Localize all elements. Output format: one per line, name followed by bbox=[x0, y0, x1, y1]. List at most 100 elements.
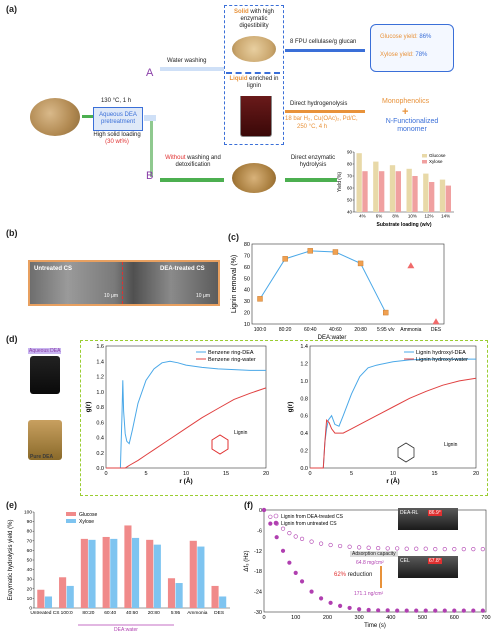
data-point bbox=[452, 546, 457, 552]
inset-dea-rl-label: DEA-RL bbox=[400, 510, 419, 516]
data-point bbox=[338, 603, 343, 608]
data-point bbox=[442, 546, 447, 552]
hydro-conditions-2: 250 °C, 4 h bbox=[297, 124, 328, 130]
liquid-desc: Liquid enriched in lignin bbox=[226, 76, 282, 90]
liquid-beaker-icon bbox=[240, 96, 272, 137]
sem-image-frame bbox=[28, 260, 220, 306]
x-tick-label: 0 bbox=[308, 471, 311, 477]
data-point bbox=[268, 521, 273, 526]
glucose-yield-label: Glucose yield: bbox=[380, 34, 420, 40]
data-point bbox=[471, 546, 476, 552]
data-point bbox=[461, 608, 466, 613]
y-tick-label: 60 bbox=[27, 548, 33, 554]
bar-xylose bbox=[175, 583, 183, 608]
data-point bbox=[423, 546, 428, 551]
data-point bbox=[309, 539, 314, 544]
data-point bbox=[328, 600, 333, 605]
x-tick-label: 10% bbox=[408, 214, 417, 219]
y-tick-label: 1.2 bbox=[96, 375, 104, 381]
chart-e: 0 10 20 30 40 50 60 70 80 90 100 Untreated CS 100:0 8… bbox=[8, 510, 230, 633]
bar-xylose bbox=[445, 185, 451, 212]
adsorption-label: Adsorption capacity bbox=[350, 551, 398, 557]
x-tick-label: DES bbox=[431, 327, 442, 333]
solid-desc-text: with high enzymatic digestibility bbox=[239, 9, 275, 29]
x-tick-label: 20 bbox=[263, 471, 269, 477]
bar-xylose bbox=[362, 171, 368, 212]
inset-cel bbox=[398, 556, 458, 578]
data-point bbox=[280, 526, 286, 531]
y-tick-label: 1.2 bbox=[300, 361, 308, 367]
yield-box bbox=[370, 24, 454, 72]
md-box bbox=[80, 340, 488, 496]
data-point bbox=[423, 608, 428, 613]
y-tick-label: 30 bbox=[27, 577, 33, 583]
unwashed-photo-icon bbox=[232, 163, 276, 193]
y-axis-label: Δf₃ (Hz) bbox=[244, 550, 250, 571]
data-point bbox=[338, 543, 343, 549]
y-tick-label: 0.8 bbox=[96, 405, 104, 411]
x-tick-label: 10 bbox=[183, 471, 189, 477]
pretreat-conditions: 130 °C, 1 h bbox=[100, 98, 132, 104]
inset-dea-rl bbox=[398, 508, 458, 530]
y-tick-label: 0.8 bbox=[300, 396, 308, 402]
data-point bbox=[328, 542, 333, 548]
legend-swatch bbox=[422, 154, 427, 158]
legend-label: Lignin from untreated CS bbox=[281, 521, 337, 527]
data-point bbox=[261, 507, 267, 513]
data-point bbox=[471, 608, 476, 613]
chart-a-inset: 40 50 60 70 80 90 4% 6% 8% 10% 12% 14% Substrate loa… bbox=[337, 150, 454, 228]
y-tick-label: 40 bbox=[244, 288, 250, 294]
sem-untreated-label: Untreated CS bbox=[34, 266, 73, 272]
arrow-up-branch-icon bbox=[144, 115, 156, 121]
x-tick-label: DES bbox=[214, 610, 224, 616]
legend-label: Benzene ring-water bbox=[208, 357, 256, 363]
data-point bbox=[332, 249, 339, 255]
chart-f: 0-6-12-18-24-300 100 200 300 400 500 600 700Tim… bbox=[244, 507, 491, 629]
y-tick-label: -6 bbox=[257, 528, 262, 534]
glucose-yield: Glucose yield: 86% bbox=[380, 34, 431, 41]
hydro-conditions-1: 18 bar H₂, Cu(OAc)₂, Pd/C, bbox=[285, 116, 358, 122]
data-point bbox=[395, 546, 400, 551]
legend-swatch bbox=[66, 519, 76, 523]
bar-glucose bbox=[146, 539, 154, 608]
route-b-arrow-icon bbox=[160, 178, 224, 182]
x-axis-label: r (Å) bbox=[386, 476, 399, 485]
bar-glucose bbox=[102, 536, 110, 608]
y-tick-label: 0 bbox=[259, 508, 262, 514]
data-point bbox=[299, 536, 305, 542]
solid-bold: Solid bbox=[233, 9, 249, 15]
vial-aqueous-icon bbox=[30, 356, 60, 394]
data-point bbox=[407, 262, 415, 269]
capacity-value: 64.8 mg/cm² bbox=[356, 560, 384, 566]
y-tick-label: 100 bbox=[24, 510, 32, 516]
bar-glucose bbox=[423, 173, 429, 212]
plot-frame bbox=[251, 243, 445, 325]
y-axis-label: Enzymatic hydrolysis yield (%) bbox=[8, 519, 14, 600]
data-point bbox=[299, 579, 305, 584]
bar-xylose bbox=[412, 176, 418, 212]
legend-label: Xylose bbox=[429, 159, 443, 164]
y-axis-label: g(r) bbox=[287, 402, 294, 413]
data-point bbox=[461, 546, 466, 552]
bar-glucose bbox=[439, 179, 446, 212]
data-point bbox=[366, 545, 371, 550]
x-tick-label: 0 bbox=[104, 471, 107, 477]
y-tick-label: 0.2 bbox=[96, 451, 104, 457]
data-point bbox=[432, 318, 440, 325]
route-b-label: B bbox=[146, 170, 154, 182]
data-point bbox=[376, 608, 381, 613]
panel-label-d: (d) bbox=[6, 334, 18, 344]
data-point bbox=[480, 608, 485, 613]
legend-swatch bbox=[422, 160, 427, 164]
y-tick-label: 0.0 bbox=[300, 466, 308, 472]
x-tick-label: 80:20 bbox=[82, 610, 94, 616]
solid-photo-icon bbox=[232, 36, 276, 62]
y-tick-label: 60 bbox=[347, 186, 353, 191]
y-tick-label: 0.4 bbox=[300, 431, 308, 437]
data-point bbox=[442, 608, 447, 613]
x-tick-label: 100:0 bbox=[254, 327, 267, 333]
x-axis-label: r (Å) bbox=[179, 476, 192, 485]
y-tick-label: 50 bbox=[27, 558, 33, 564]
y-tick-label: 60 bbox=[244, 265, 250, 271]
data-point bbox=[357, 545, 362, 550]
